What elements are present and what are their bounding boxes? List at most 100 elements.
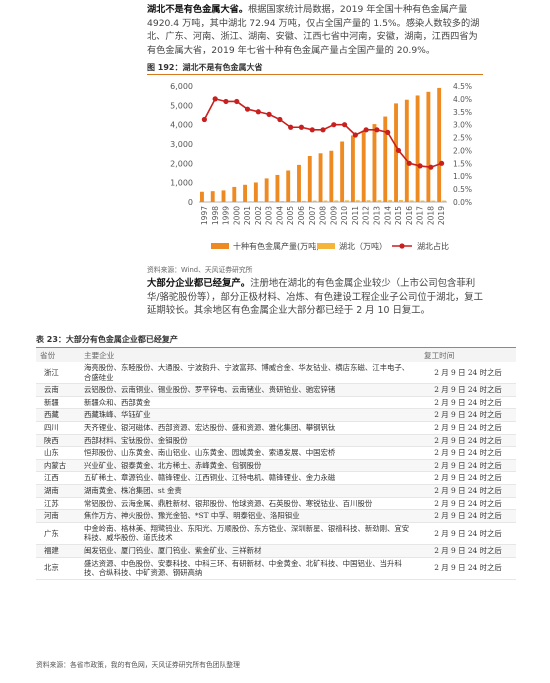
- y-left-tick-label: 2,000: [170, 159, 193, 168]
- section2-heading: 大部分企业都已经复产。: [147, 278, 251, 289]
- y-right-tick-label: 3.5%: [453, 108, 472, 117]
- table-row: 江西 五矿稀土、章源钨业、赣锋锂业、江西铜业、江特电机、赣锋锂业、金力永磁 2 月 …: [36, 471, 516, 485]
- companies-cell: 五矿稀土、章源钨业、赣锋锂业、江西铜业、江特电机、赣锋锂业、金力永磁: [80, 471, 420, 485]
- y-left-tick-label: 4,000: [170, 121, 193, 130]
- province-cell: 广东: [36, 522, 80, 545]
- point-hubei-share: [212, 96, 218, 102]
- bar-hubei: [355, 200, 360, 202]
- bar-production: [200, 191, 204, 202]
- bar-hubei: [398, 200, 403, 202]
- x-tick-label: 2010: [340, 206, 349, 225]
- companies-cell: 天齐锂业、银河磁体、西部资源、宏达股份、盛和资源、雅化集团、攀钢钒钛: [80, 421, 420, 435]
- x-tick-label: 2019: [437, 206, 446, 225]
- bar-production: [210, 191, 215, 202]
- bar-hubei: [269, 201, 274, 202]
- bar-production: [286, 170, 291, 202]
- bar-production: [404, 99, 409, 202]
- point-hubei-share: [320, 127, 326, 133]
- x-tick-label: 2004: [275, 206, 284, 225]
- table-row: 广东 中金岭南、格林美、翔鹭钨业、东阳光、万顺股份、东方锆业、深圳新星、银禧科技、…: [36, 522, 516, 545]
- x-tick-label: 1998: [211, 206, 220, 225]
- point-hubei-share: [266, 111, 272, 117]
- bar-production: [264, 178, 269, 202]
- y-right-tick-label: 4.5%: [453, 82, 472, 91]
- legend-swatch-production: [211, 243, 229, 249]
- table-row: 四川 天齐锂业、银河磁体、西部资源、宏达股份、盛和资源、雅化集团、攀钢钒钛 2 月 …: [36, 421, 516, 435]
- table-row: 陕西 西部材料、宝钛股份、金钼股份 2 月 9 日 24 时之后: [36, 434, 516, 448]
- province-cell: 四川: [36, 421, 80, 435]
- bar-hubei: [388, 200, 393, 202]
- companies-cell: 焦作万方、神火股份、豫光金铅、*ST 中孚、明泰铝业、洛阳钼业: [80, 509, 420, 523]
- bar-production: [297, 164, 301, 202]
- companies-cell: 云铝股份、云南铜业、锡业股份、罗平锌电、云南锗业、贵研铂业、驰宏锌锗: [80, 383, 420, 397]
- x-tick-label: 2003: [265, 206, 274, 225]
- table-row: 河南 焦作万方、神火股份、豫光金铅、*ST 中孚、明泰铝业、洛阳钼业 2 月 9 日…: [36, 509, 516, 523]
- time-cell: 2 月 9 日 24 时之后: [420, 522, 516, 545]
- bar-hubei: [215, 201, 220, 203]
- province-cell: 山东: [36, 446, 80, 460]
- province-cell: 浙江: [36, 362, 80, 385]
- table-row: 山东 恒邦股份、山东黄金、南山铝业、山东黄金、园城黄金、索通发展、中国宏桥 2 月 …: [36, 446, 516, 460]
- legend-label-hubei: 湖北（万吨）: [339, 241, 387, 251]
- bar-hubei: [301, 200, 306, 202]
- time-cell: 2 月 9 日 24 时之后: [420, 509, 516, 523]
- legend-label-share: 湖北占比: [417, 241, 449, 251]
- x-tick-label: 2007: [308, 206, 317, 225]
- point-hubei-share: [406, 160, 412, 166]
- table-row: 新疆 新疆众和、西部黄金 2 月 9 日 24 时之后: [36, 396, 516, 410]
- time-cell: 2 月 9 日 24 时之后: [420, 544, 516, 558]
- bar-hubei: [237, 201, 242, 202]
- bar-hubei: [377, 200, 382, 202]
- companies-cell: 湖南黄金、株冶集团、st 金贵: [80, 484, 420, 498]
- resumption-table: 省份 主要企业 复工时间 浙江 海亮股份、东睦股份、大通股、宁波韵升、宁波富邦、博…: [36, 348, 516, 580]
- x-tick-label: 2000: [232, 206, 241, 225]
- section2-body: 注册地在湖北的有色金属企业较少（上市公司包含菲利华/骆驼股份等），部分正极材料、…: [147, 278, 483, 317]
- point-hubei-share: [288, 124, 294, 130]
- intro-heading: 湖北不是有色金属大省。: [147, 4, 249, 15]
- bar-hubei: [204, 201, 209, 203]
- x-tick-label: 2015: [394, 206, 403, 225]
- y-right-tick-label: 0.0%: [453, 198, 472, 207]
- x-tick-label: 2002: [254, 206, 263, 225]
- companies-cell: 中金岭南、格林美、翔鹭钨业、东阳光、万顺股份、东方锆业、深圳新星、银禧科技、新劲…: [80, 522, 420, 545]
- table-header-row: 省份 主要企业 复工时间: [36, 348, 516, 362]
- table-row: 江苏 常铝股份、云海金属、鼎胜新材、银邦股份、怡球资源、石英股份、寒锐钴业、百川股…: [36, 497, 516, 511]
- bar-hubei: [226, 201, 231, 203]
- time-cell: 2 月 9 日 24 时之后: [420, 434, 516, 448]
- x-tick-label: 2012: [362, 206, 371, 225]
- bar-production: [426, 91, 431, 202]
- table-row: 西藏 西藏珠峰、华钰矿业 2 月 9 日 24 时之后: [36, 408, 516, 422]
- bar-hubei: [366, 200, 371, 202]
- time-cell: 2 月 9 日 24 时之后: [420, 408, 516, 422]
- point-hubei-share: [352, 132, 358, 138]
- production-chart: 0 1,000 2,000 3,000 4,000 5,000 6,000 0.0% 0.5% 1…: [170, 82, 472, 251]
- companies-cell: 常铝股份、云海金属、鼎胜新材、银邦股份、怡球资源、石英股份、寒锐钴业、百川股份: [80, 497, 420, 511]
- bar-production: [275, 174, 280, 202]
- bar-hubei: [420, 200, 425, 202]
- companies-cell: 盛达资源、中色股份、安泰科技、中科三环、有研新材、中金黄金、北矿科技、中国铝业、…: [80, 557, 420, 580]
- bar-production: [415, 95, 420, 202]
- companies-cell: 恒邦股份、山东黄金、南山铝业、山东黄金、园城黄金、索通发展、中国宏桥: [80, 446, 420, 460]
- table-row: 云南 云铝股份、云南铜业、锡业股份、罗平锌电、云南锗业、贵研铂业、驰宏锌锗 2 月 …: [36, 383, 516, 397]
- header-time: 复工时间: [420, 348, 516, 362]
- table-source: 资料来源：各省市政策，我的有色网，天风证券研究所有色团队整理: [36, 661, 240, 669]
- chart-title-rule: [147, 74, 483, 75]
- point-hubei-share: [331, 122, 337, 128]
- legend-label-production: 十种有色金属产量(万吨): [233, 241, 319, 251]
- x-tick-label: 2008: [319, 206, 328, 225]
- time-cell: 2 月 9 日 24 时之后: [420, 557, 516, 580]
- province-cell: 西藏: [36, 408, 80, 422]
- x-tick-label: 2005: [286, 206, 295, 225]
- bar-production: [329, 150, 334, 202]
- y-right-tick-label: 4.0%: [453, 95, 472, 104]
- companies-cell: 海亮股份、东睦股份、大通股、宁波韵升、宁波富邦、博威合金、华友钴业、横店东磁、江…: [80, 362, 420, 385]
- time-cell: 2 月 9 日 24 时之后: [420, 421, 516, 435]
- point-hubei-share: [255, 109, 261, 115]
- bar-hubei: [409, 200, 414, 202]
- bar-hubei: [248, 201, 252, 202]
- point-hubei-share: [234, 98, 240, 105]
- point-hubei-share: [201, 116, 207, 123]
- point-hubei-share: [428, 164, 434, 170]
- x-tick-label: 2011: [351, 206, 360, 225]
- bar-production: [361, 130, 366, 202]
